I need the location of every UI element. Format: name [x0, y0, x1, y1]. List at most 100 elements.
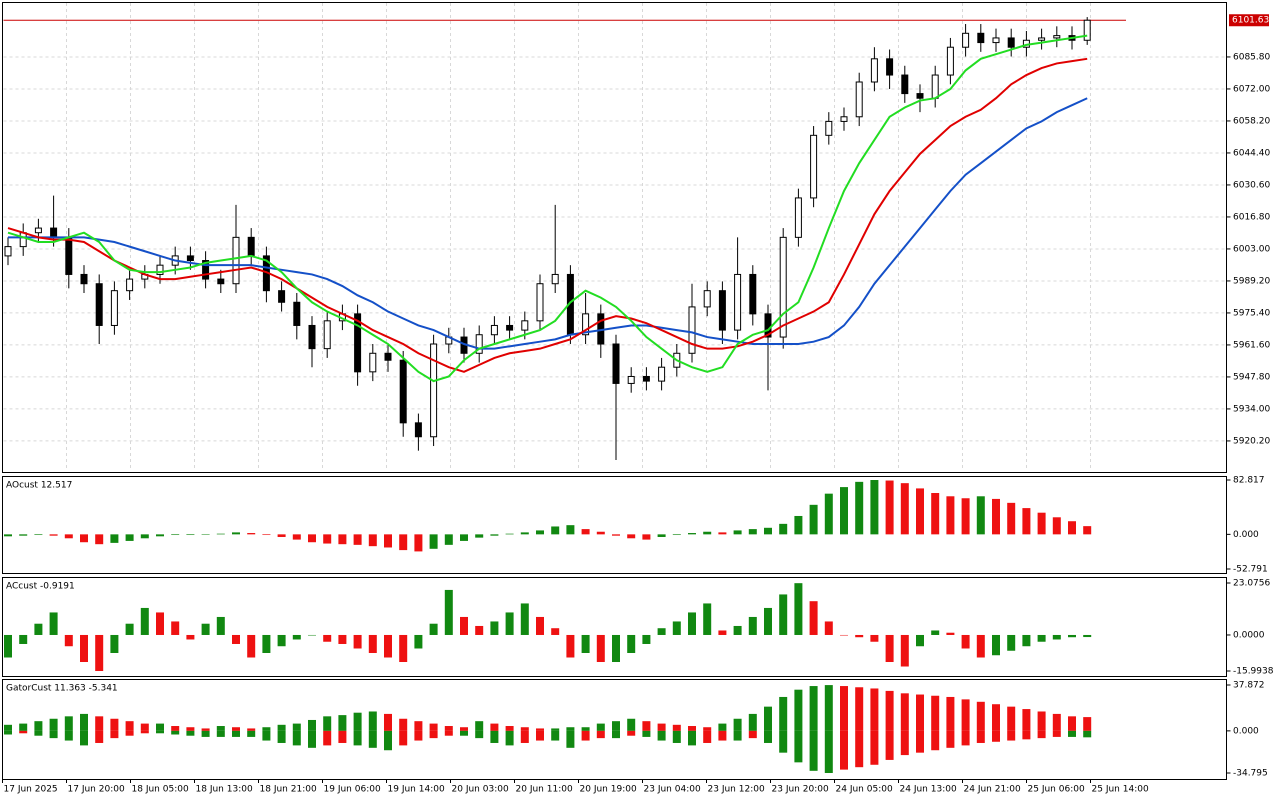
- gator-bar: [125, 730, 134, 736]
- histogram-bar: [536, 616, 544, 635]
- histogram-bar: [809, 504, 818, 535]
- histogram-bar: [140, 534, 149, 539]
- gator-bar: [581, 730, 590, 741]
- histogram-bar: [688, 612, 696, 635]
- gator-bar: [353, 730, 362, 746]
- gator-bar: [34, 721, 43, 731]
- gator-bar: [140, 723, 149, 731]
- candle-body: [521, 320, 529, 331]
- histogram-bar: [672, 621, 681, 635]
- histogram-bar: [1083, 526, 1092, 535]
- histogram-bar: [262, 534, 271, 536]
- y-tick-label: 5975.40: [1233, 308, 1270, 318]
- histogram-bar: [444, 534, 453, 545]
- histogram-bar: [748, 529, 757, 535]
- histogram-bar: [34, 534, 43, 536]
- gator-bar: [247, 730, 256, 737]
- candle-body: [19, 232, 27, 248]
- candle-body: [794, 197, 802, 238]
- gator-bar: [384, 713, 392, 731]
- gator-bar: [794, 689, 803, 731]
- histogram-bar: [642, 634, 651, 644]
- gator-bar: [156, 723, 164, 731]
- histogram-bar: [19, 534, 28, 536]
- gator-bar: [216, 730, 225, 737]
- y-tick-label: 0.000: [1233, 530, 1259, 540]
- candle-body: [901, 74, 909, 95]
- histogram-bar: [642, 534, 651, 540]
- histogram-bar: [338, 634, 347, 644]
- gator-bar: [824, 685, 833, 731]
- gator-bar: [612, 730, 620, 739]
- gator-bar: [1068, 730, 1076, 737]
- x-tick-label: 23 Jun 20:00: [772, 785, 829, 795]
- candle-body: [156, 264, 164, 275]
- gator-bar: [171, 726, 180, 731]
- candle-body: [65, 236, 73, 275]
- candle-body: [658, 366, 666, 382]
- x-tick-label: 23 Jun 04:00: [644, 785, 701, 795]
- gator-bar: [961, 730, 970, 746]
- x-tick-label: 20 Jun 11:00: [516, 785, 573, 795]
- histogram-bar: [824, 621, 833, 635]
- histogram-bar: [80, 634, 88, 663]
- candle-body: [612, 343, 620, 384]
- histogram-bar: [900, 634, 909, 667]
- gator-bar: [566, 730, 575, 748]
- histogram-bar: [505, 533, 514, 535]
- gator-bar: [916, 730, 924, 753]
- histogram-bar: [232, 532, 240, 535]
- gator-bar: [976, 730, 985, 743]
- candle-body: [384, 352, 392, 361]
- y-tick-label: 6072.00: [1233, 84, 1270, 94]
- candle-body: [232, 236, 240, 285]
- y-tick-label: -15.9938: [1233, 667, 1274, 677]
- x-tick-label: 17 Jun 20:00: [68, 785, 125, 795]
- candle-body: [703, 290, 711, 308]
- y-tick-label: 5989.20: [1233, 276, 1270, 286]
- histogram-bar: [323, 534, 332, 544]
- gator-bar: [612, 721, 620, 731]
- gator-bar: [80, 713, 88, 731]
- gator-bar: [946, 696, 955, 731]
- histogram-bar: [916, 488, 924, 535]
- gator-bar: [186, 730, 195, 736]
- histogram-bar: [794, 515, 803, 535]
- gator-bar: [368, 730, 377, 748]
- histogram-bar: [216, 616, 225, 635]
- gator-bar: [460, 730, 468, 736]
- histogram-bar: [627, 634, 636, 653]
- candle-body: [4, 246, 12, 257]
- gator-bar: [520, 727, 529, 731]
- gator-bar: [657, 723, 666, 731]
- histogram-bar: [779, 594, 788, 635]
- gator-bar: [110, 730, 119, 739]
- candle-body: [734, 273, 742, 331]
- histogram-bar: [156, 534, 164, 537]
- histogram-bar: [1052, 517, 1061, 535]
- main-frame: [2, 2, 1227, 473]
- gator-bar: [764, 706, 772, 731]
- histogram-bar: [931, 630, 940, 635]
- histogram-bar: [1037, 634, 1046, 642]
- gator-bar: [80, 730, 88, 746]
- candle-body: [536, 283, 544, 322]
- gator-bar: [718, 730, 727, 741]
- gator-bar: [49, 718, 58, 731]
- gator-bar: [794, 730, 803, 763]
- x-tick-label: 20 Jun 19:00: [580, 785, 637, 795]
- histogram-bar: [551, 628, 560, 635]
- gator-bar: [19, 723, 28, 731]
- x-tick-label: 18 Jun 21:00: [260, 785, 317, 795]
- gator-bar: [338, 730, 347, 743]
- histogram-bar: [232, 634, 240, 644]
- histogram-bar: [475, 534, 484, 538]
- gator-bar: [201, 728, 210, 731]
- gator-bar: [4, 724, 12, 731]
- gator-bar: [657, 730, 666, 741]
- gator-bar: [171, 730, 180, 735]
- gator-bar: [642, 730, 651, 737]
- histogram-bar: [171, 621, 180, 635]
- gator-bar: [444, 726, 453, 731]
